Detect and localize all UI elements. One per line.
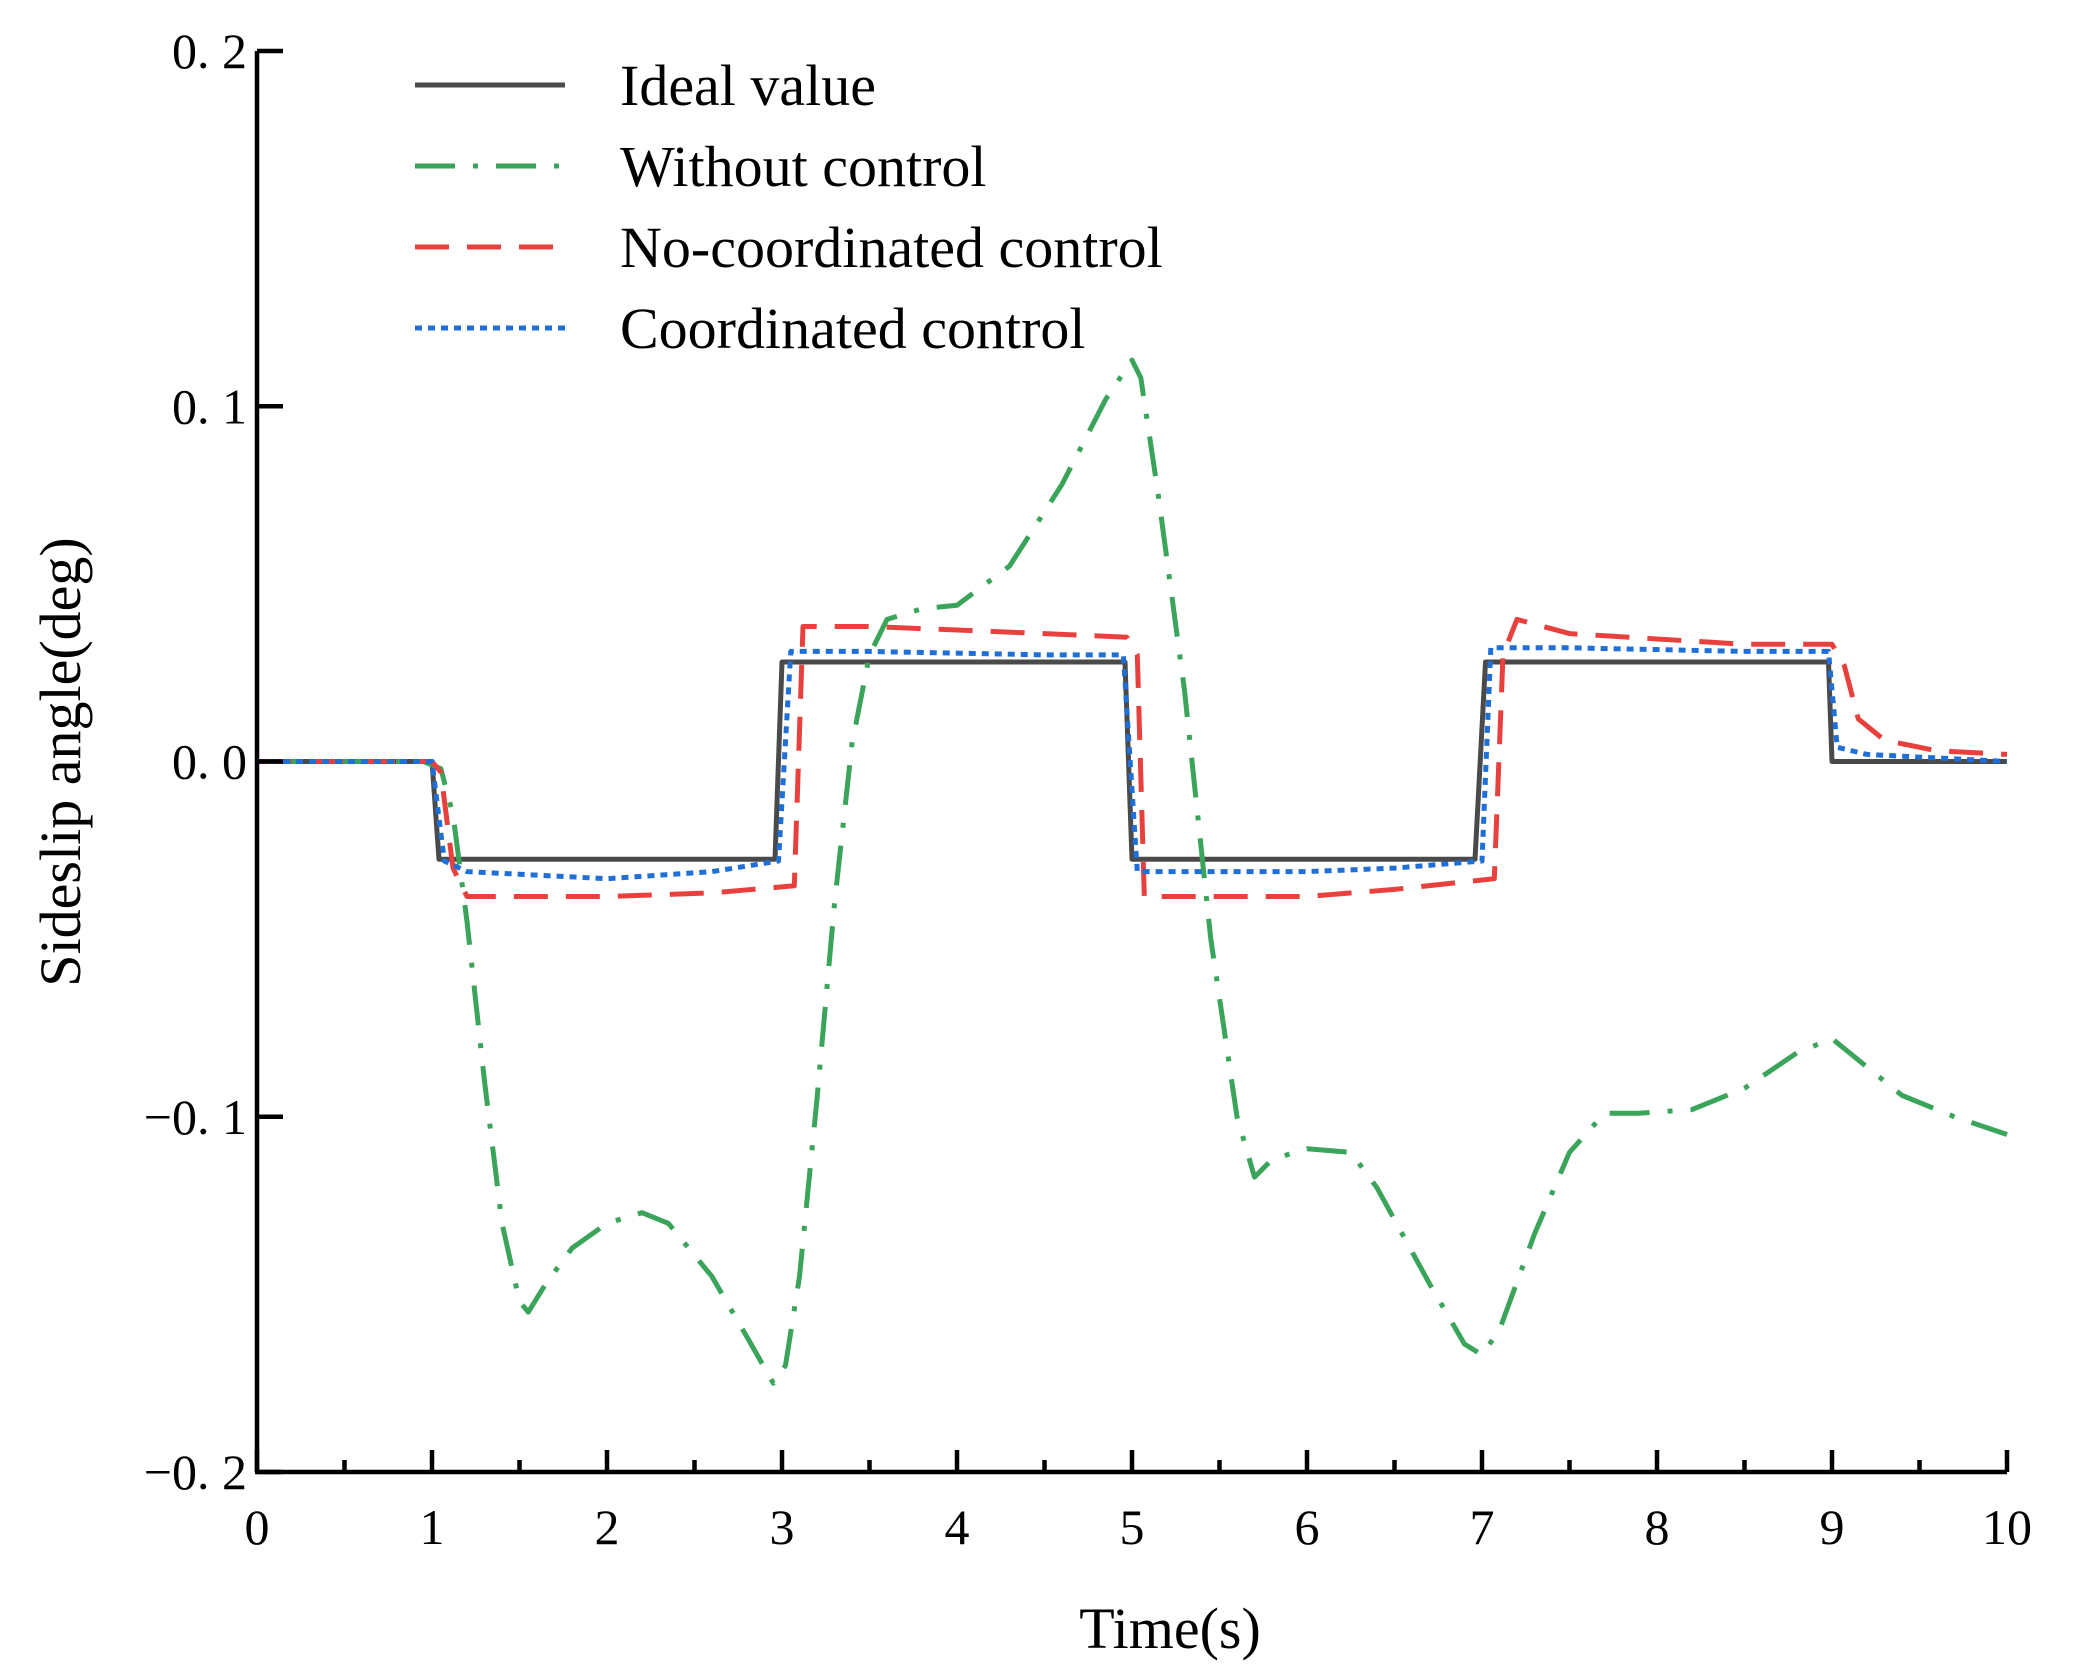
- series-line-without-control: [257, 357, 2008, 1386]
- x-tick-label: 5: [1120, 1499, 1145, 1555]
- x-tick-label: 9: [1820, 1499, 1845, 1555]
- legend-label: Ideal value: [620, 53, 876, 118]
- x-tick-label: 0: [245, 1499, 270, 1555]
- x-tick-label: 10: [1982, 1499, 2032, 1555]
- x-tick-label: 3: [770, 1499, 795, 1555]
- x-tick-label: 1: [420, 1499, 445, 1555]
- legend-label: Coordinated control: [620, 296, 1086, 361]
- x-tick-label: 7: [1470, 1499, 1495, 1555]
- y-tick-label: 0. 1: [172, 378, 247, 434]
- x-tick-label: 4: [945, 1499, 970, 1555]
- y-tick-label: 0. 0: [172, 734, 247, 790]
- y-tick-label: −0. 2: [144, 1444, 247, 1500]
- x-tick-label: 6: [1295, 1499, 1320, 1555]
- y-tick-label: 0. 2: [172, 23, 247, 79]
- legend-label: Without control: [620, 134, 987, 199]
- series-layer: [257, 357, 2008, 1386]
- x-axis-title: Time(s): [1079, 1596, 1261, 1661]
- y-tick-label: −0. 1: [144, 1089, 247, 1145]
- legend-label: No-coordinated control: [620, 215, 1163, 280]
- y-axis-title: Sideslip angle(deg): [28, 537, 93, 986]
- legend: Ideal value Without control No-coordinated…: [415, 53, 1163, 361]
- x-tick-label: 8: [1645, 1499, 1670, 1555]
- ticks-layer: 0 1 2 3 4 5 6 7 8 9 10 −0. 2 −0. 1 0. 0 0. 1 0. 2: [144, 23, 2032, 1555]
- series-line-coordinated-control: [257, 645, 2008, 882]
- x-tick-label: 2: [595, 1499, 620, 1555]
